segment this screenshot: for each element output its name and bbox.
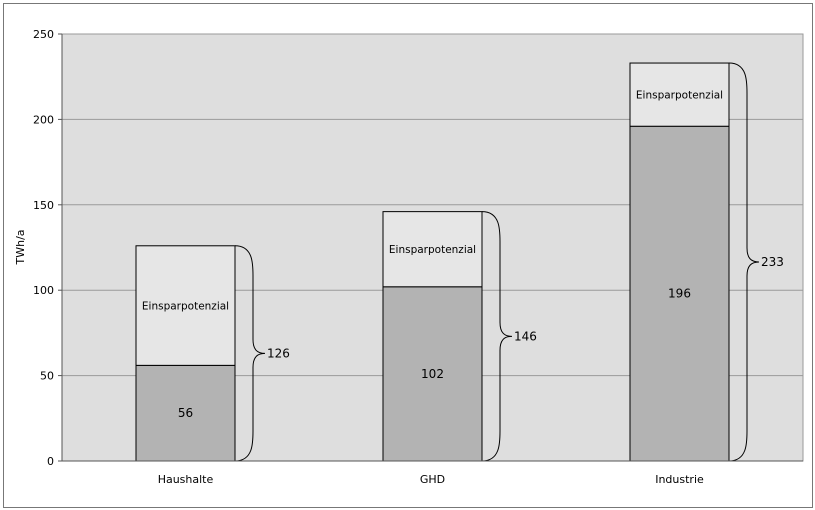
y-tick-label: 250: [33, 28, 54, 41]
bar-segment: [135, 245, 236, 366]
bar-segment: [382, 211, 483, 288]
y-tick-label: 200: [33, 113, 54, 126]
y-axis-title: TWh/a: [14, 229, 27, 265]
bar-segment: [629, 62, 730, 127]
bars: 56 Einsparpotenzial 102 Einsparpotenzial 196…: [135, 62, 730, 462]
bar-label: Einsparpotenzial: [389, 244, 476, 256]
total-label: 233: [761, 255, 784, 269]
total-braces: 126 146 233: [234, 62, 784, 462]
y-tick-label: 0: [47, 455, 54, 468]
bar-label: 56: [178, 406, 193, 420]
bar-segment: [629, 125, 730, 462]
bar-segment: [382, 286, 483, 462]
y-axis: 0 50 100 150 200 250: [33, 28, 63, 468]
bar-label: Einsparpotenzial: [142, 301, 229, 313]
bar-label: Einsparpotenzial: [636, 90, 723, 102]
bar-label: 196: [668, 287, 691, 301]
x-axis: Haushalte GHD Industrie: [62, 460, 803, 486]
y-tick-label: 50: [40, 370, 54, 383]
total-label: 146: [514, 329, 537, 343]
y-tick-label: 100: [33, 284, 54, 297]
total-brace: [234, 245, 266, 462]
y-tick-label: 150: [33, 199, 54, 212]
total-brace: [728, 62, 760, 462]
x-tick-label: GHD: [420, 473, 445, 486]
bar-label: 102: [421, 367, 444, 381]
total-brace: [481, 211, 513, 462]
x-tick-label: Industrie: [655, 473, 704, 486]
x-tick-label: Haushalte: [158, 473, 214, 486]
total-label: 126: [267, 346, 290, 360]
